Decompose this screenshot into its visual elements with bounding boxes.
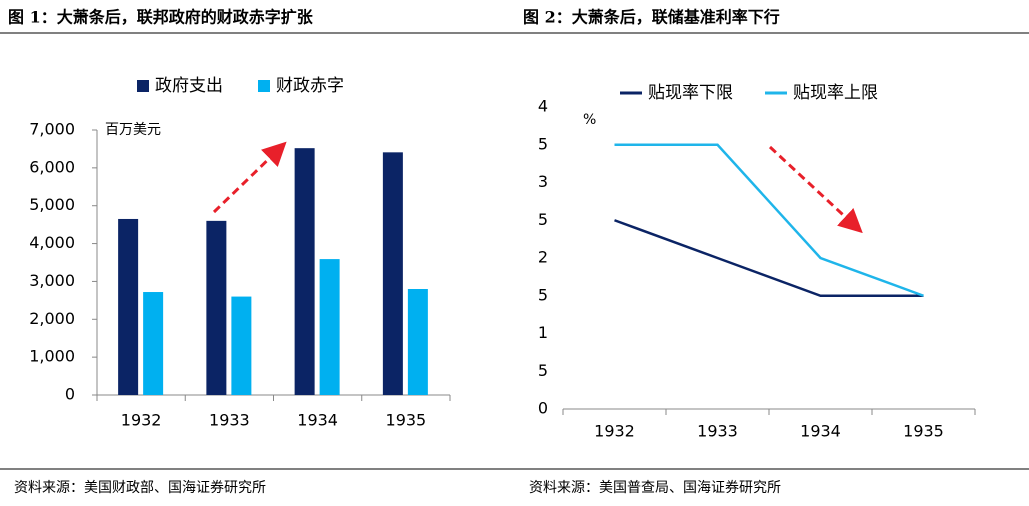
bar [206,220,227,395]
source: 资料来源：美国财政部、国海证券研究所 [14,480,266,496]
legend-label: 贴现率下限 [648,83,733,103]
y-tick-label: 3,000 [29,271,75,290]
x-tick-label: 1933 [209,411,250,430]
y-tick-label: 5 [538,210,548,229]
y-tick-label: 5 [538,134,548,153]
line [614,143,924,297]
source: 资料来源：美国普查局、国海证券研究所 [529,480,781,496]
y-tick-label: 5 [538,361,548,380]
legend-label: 政府支出 [155,76,223,96]
y-tick-label: 4 [538,97,548,116]
y-tick-label: 2,000 [29,309,75,328]
bar [407,289,428,395]
y-tick-label: 0 [538,399,548,418]
y-tick-label: 4,000 [29,233,75,252]
y-unit: % [583,112,596,128]
y-tick-label: 5,000 [29,195,75,214]
y-tick-label: 7,000 [29,120,75,139]
bar [382,152,403,395]
bar [143,292,164,395]
line [614,219,924,297]
figure-title: 图 1：大萧条后，联邦政府的财政赤字扩张 [8,8,314,27]
legend-swatch [258,80,270,92]
legend-swatch [137,80,149,92]
bar [118,218,139,395]
x-tick-label: 1935 [386,411,427,430]
legend-label: 贴现率上限 [793,83,878,103]
bar [319,259,340,395]
x-tick-label: 1932 [121,411,162,430]
y-tick-label: 0 [65,385,75,404]
x-tick-label: 1934 [297,411,338,430]
x-tick-label: 1934 [800,422,841,441]
trend-arrow [212,141,287,214]
y-tick-label: 1,000 [29,347,75,366]
figure-title: 图 2：大萧条后，联储基准利率下行 [523,8,780,27]
legend-label: 财政赤字 [276,76,344,96]
y-unit: 百万美元 [105,122,161,138]
y-tick-label: 2 [538,248,548,267]
x-tick-label: 1935 [903,422,944,441]
x-tick-label: 1932 [594,422,635,441]
y-tick-label: 5 [538,285,548,304]
y-tick-label: 6,000 [29,157,75,176]
bar [231,296,252,395]
y-tick-label: 1 [538,323,548,342]
x-tick-label: 1933 [697,422,738,441]
y-tick-label: 3 [538,172,548,191]
bar [294,148,315,395]
trend-arrow [768,145,863,234]
